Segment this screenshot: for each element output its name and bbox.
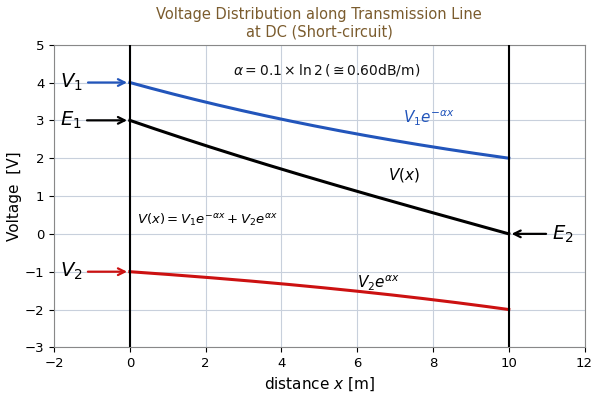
Y-axis label: Voltage  [V]: Voltage [V] [7, 151, 22, 241]
Text: $V(x) = V_1 e^{-\alpha x} + V_2 e^{\alpha x}$: $V(x) = V_1 e^{-\alpha x} + V_2 e^{\alph… [137, 212, 278, 228]
X-axis label: distance $x$ [m]: distance $x$ [m] [264, 376, 375, 393]
Text: $V_2 e^{\alpha x}$: $V_2 e^{\alpha x}$ [357, 273, 400, 293]
Text: $V_1 e^{-\alpha x}$: $V_1 e^{-\alpha x}$ [403, 109, 455, 128]
Title: Voltage Distribution along Transmission Line
at DC (Short-circuit): Voltage Distribution along Transmission … [157, 7, 482, 39]
Text: $V(x)$: $V(x)$ [388, 166, 419, 184]
Text: $V_1$: $V_1$ [60, 72, 125, 93]
Text: $E_1$: $E_1$ [60, 110, 125, 131]
Text: $E_2$: $E_2$ [514, 223, 573, 244]
Text: $\alpha = 0.1 \times \ln 2\,(\cong 0.60\mathrm{dB/m})$: $\alpha = 0.1 \times \ln 2\,(\cong 0.60\… [233, 62, 421, 78]
Text: $V_2$: $V_2$ [60, 261, 125, 282]
